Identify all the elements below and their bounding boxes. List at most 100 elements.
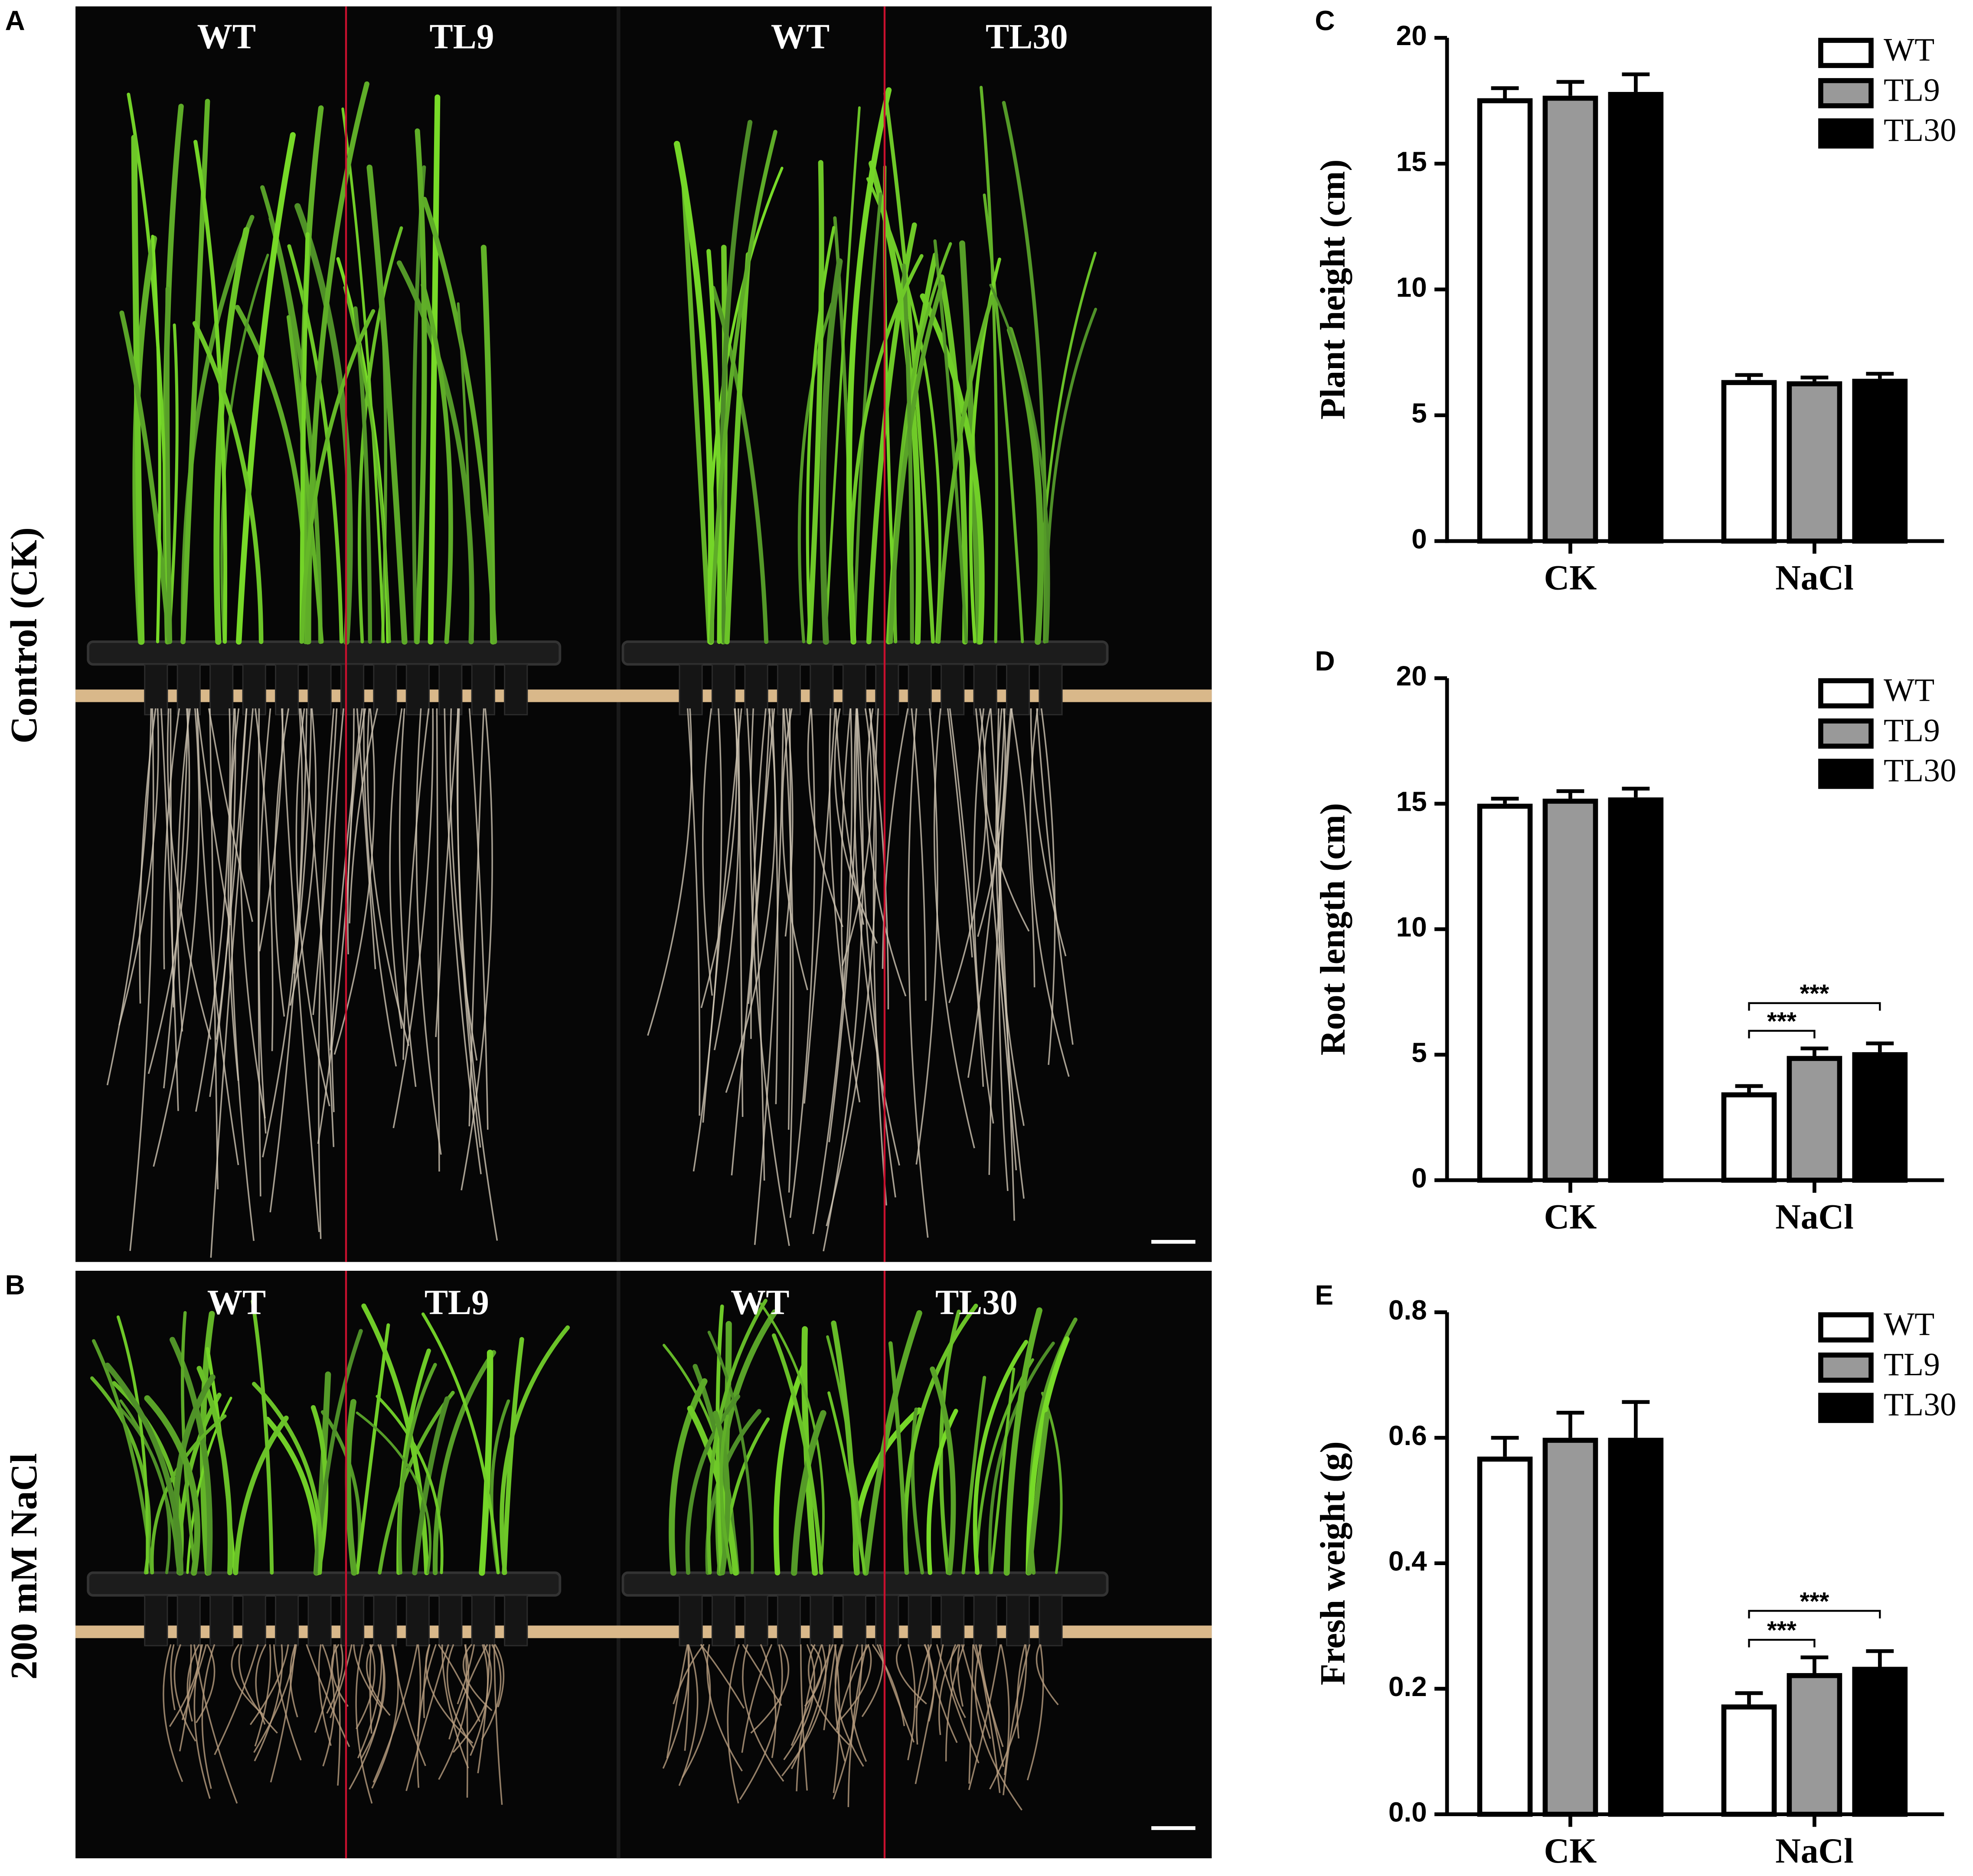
legend-label: TL9 [1884, 72, 1940, 108]
root [673, 1644, 705, 1705]
root [647, 708, 693, 1036]
root [300, 708, 335, 1147]
root [945, 1644, 965, 1762]
y-tick-label: 20 [1396, 660, 1427, 692]
legend-label: TL30 [1884, 1387, 1957, 1423]
tray-cell [777, 663, 801, 715]
root [356, 708, 376, 969]
root [318, 708, 335, 1239]
leaf [294, 203, 353, 645]
tray-cell [810, 1595, 834, 1647]
leaf [888, 281, 944, 644]
root [153, 708, 200, 1167]
root [714, 708, 740, 1051]
root [829, 708, 861, 1103]
leaf [824, 106, 861, 643]
tray-cell [209, 663, 234, 715]
leaf [712, 1410, 731, 1576]
root [254, 1644, 271, 1747]
tray-cell [941, 663, 965, 715]
root [417, 1644, 437, 1788]
leaf [414, 128, 427, 645]
y-axis-label: Plant height (cm) [1313, 159, 1352, 419]
root [493, 1644, 503, 1805]
leaf [341, 107, 385, 643]
root [973, 1644, 1004, 1767]
root [1035, 1644, 1059, 1706]
root [754, 708, 784, 1245]
legend-label: WT [1884, 1306, 1934, 1342]
tray-cell [405, 663, 430, 715]
error-bar [1622, 72, 1650, 92]
tray-cell [405, 1595, 430, 1647]
root [196, 708, 239, 1165]
root [441, 1644, 469, 1768]
root [333, 708, 376, 1055]
root [193, 1644, 238, 1804]
leaf [356, 1411, 432, 1574]
root [389, 708, 403, 1029]
root [281, 708, 320, 1232]
significance-bracket [1748, 1002, 1881, 1011]
error-bar [1622, 786, 1650, 798]
root [834, 1644, 864, 1767]
root [915, 1644, 932, 1745]
tray-cell [340, 663, 365, 715]
leaf [724, 252, 751, 645]
leaf [773, 1362, 807, 1576]
leaf [936, 294, 995, 644]
root [746, 708, 765, 1181]
root [306, 1644, 350, 1747]
x-tick-label: NaCl [1775, 1197, 1854, 1237]
root [693, 708, 722, 1171]
bar [1852, 1667, 1908, 1817]
root [783, 708, 794, 1193]
tray-cell [504, 663, 528, 715]
root [804, 1644, 823, 1707]
root [195, 708, 231, 1112]
bar [1721, 380, 1777, 544]
root [750, 1644, 790, 1734]
leaf [151, 235, 161, 643]
root [882, 708, 909, 969]
genotype-label: WT [207, 1283, 266, 1322]
leaf [801, 1326, 818, 1576]
root [938, 1644, 959, 1735]
root [465, 1644, 468, 1798]
root [947, 708, 973, 958]
side-label: 200 mM NaCl [3, 1453, 45, 1680]
root [334, 1644, 341, 1786]
root [700, 1644, 745, 1709]
root [258, 708, 284, 952]
root [988, 708, 1013, 1175]
root [356, 1644, 376, 1729]
x-tick-label: NaCl [1775, 558, 1854, 597]
root [139, 708, 157, 1004]
leaf [673, 140, 715, 645]
tray-cell [340, 1595, 365, 1647]
legend-swatch [1818, 78, 1874, 108]
leaf [685, 1394, 741, 1575]
root [702, 708, 742, 1123]
error-bar [1735, 373, 1763, 380]
significance-label: *** [1767, 1616, 1797, 1644]
genotype-label: WT [731, 1283, 789, 1322]
root [449, 708, 478, 1061]
root [781, 1644, 827, 1777]
leaf [181, 1311, 197, 1575]
genotype-label: TL9 [429, 17, 494, 56]
leaf [116, 1315, 149, 1574]
leaf [959, 240, 982, 645]
legend-label: TL9 [1884, 712, 1940, 748]
x-tick-label: NaCl [1775, 1831, 1854, 1870]
tray-cell [908, 663, 932, 715]
root [462, 1644, 493, 1711]
legend-swatch [1818, 678, 1874, 708]
tray-cell [973, 1595, 997, 1647]
root [907, 1644, 916, 1761]
root [840, 1644, 872, 1720]
bar [1852, 378, 1908, 544]
tray-cell [679, 663, 703, 715]
leaf [849, 254, 924, 644]
root [1030, 708, 1067, 956]
